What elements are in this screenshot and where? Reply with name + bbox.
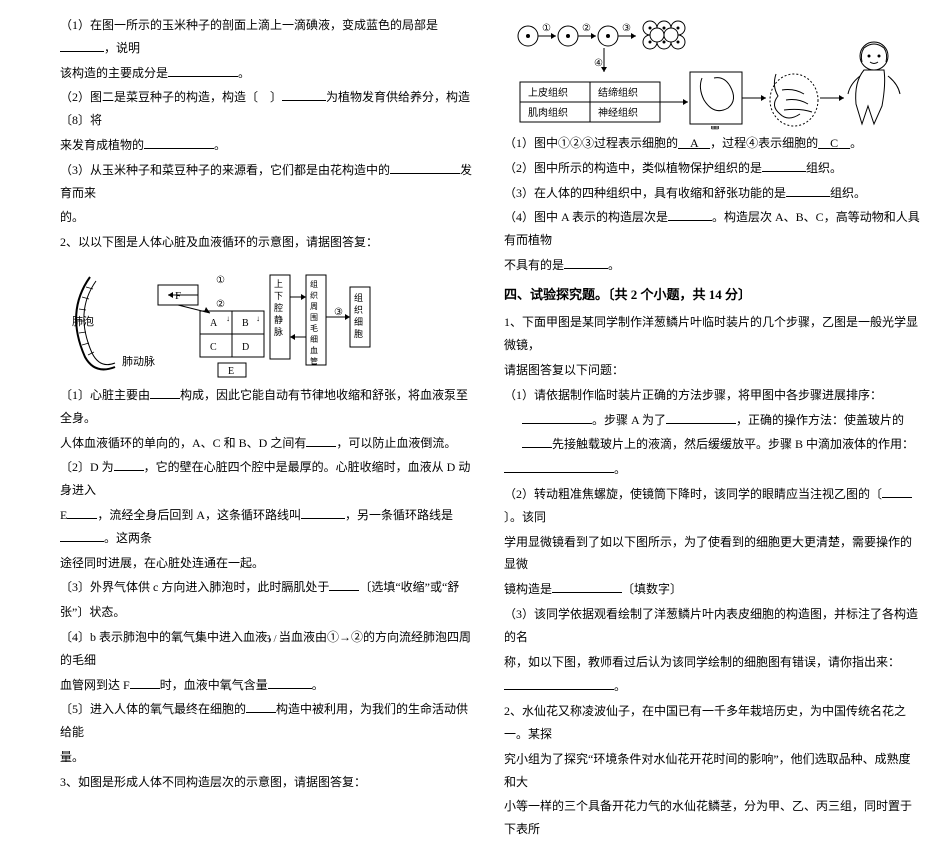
heart-svg: 肺泡 肺动脉 F A B C D ↓ ↓ E 上下	[60, 257, 390, 383]
svg-text:③: ③	[622, 23, 631, 34]
page: （1）在图一所示的玉米种子的剖面上滴上一滴碘液，变成蓝色的局部是，说明 该构造的…	[0, 0, 950, 658]
svg-text:②: ②	[216, 299, 225, 310]
r-q4b: 不具有的是。	[504, 254, 920, 277]
r-q1: （1）图中①②③过程表示细胞的 A ，过程④表示细胞的 C 。	[504, 132, 920, 155]
r2-q1-3: 先接触载玻片上的液滴，然后缓缓放平。步骤 B 中滴加液体的作用：	[504, 433, 920, 456]
box-F: F	[175, 290, 181, 302]
q1-2: （2）图二是菜豆种子的构造，构造〔 〕为植物发育供给养分，构造〔8〕将	[60, 86, 476, 132]
r2-q1-5: （2）转动粗准焦螺旋，使镜筒下降时，该同学的眼睛应当注视乙图的〔〕。该同	[504, 483, 920, 529]
svg-text:静: 静	[274, 314, 283, 325]
svg-text:D: D	[242, 342, 249, 353]
svg-text:③: ③	[334, 307, 343, 318]
q2-stem: 2、以以下图是人体心脏及血液循环的示意图，请据图答复：	[60, 231, 476, 254]
svg-text:围: 围	[310, 313, 318, 322]
section-4-title: 四、试验探究题。〔共 2 个小题，共 14 分〕	[504, 283, 920, 308]
r-q3: （3）在人体的四种组织中，具有收缩和舒张功能的是组织。	[504, 182, 920, 205]
svg-text:管: 管	[310, 356, 318, 366]
q1-3b: 的。	[60, 206, 476, 229]
label-lung: 肺泡	[72, 314, 94, 328]
svg-text:B: B	[242, 318, 249, 329]
q2-3: 〔3〕外界气体供 c 方向进入肺泡时，此时膈肌处于〔选填“收缩”或“舒	[60, 576, 476, 599]
q2-2: 〔2〕D 为，它的壁在心脏四个腔中是最厚的。心脏收缩时，血液从 D 动身进入	[60, 456, 476, 502]
svg-text:织: 织	[310, 290, 318, 300]
r2-q1-9: 称，如以下图，教师看过后认为该同学绘制的细胞图有错误，请你指出来：	[504, 651, 920, 674]
r2-q1-8: （3）该同学依据观看绘制了洋葱鳞片叶内表皮细胞的构造图，并标注了各构造的名	[504, 603, 920, 649]
svg-text:↓: ↓	[226, 314, 230, 323]
svg-text:织: 织	[354, 304, 363, 315]
q2-1b: 人体血液循环的单向的，A、C 和 B、D 之间有，可以防止血液倒流。	[60, 432, 476, 455]
svg-text:A: A	[210, 318, 218, 329]
heart-diagram: 肺泡 肺动脉 F A B C D ↓ ↓ E 上下	[60, 257, 476, 383]
tissue-diagram: ① ② ③ ④	[504, 14, 920, 130]
r2-q2-3: 小等一样的三个具备开花力气的水仙花鳞茎，分为甲、乙、丙三组，同时置于下表所	[504, 795, 920, 841]
page-footer: 3 / 5	[265, 629, 285, 650]
svg-text:腔: 腔	[274, 302, 283, 313]
r-q2: （2）图中所示的构造中，类似植物保护组织的是组织。	[504, 157, 920, 180]
r2-q1-2: 。步骤 A 为了，正确的操作方法：使盖玻片的	[504, 409, 920, 432]
r-q4: （4）图中 A 表示的构造层次是。构造层次 A、B、C，高等动物和人具有而植物	[504, 206, 920, 252]
q2-4b: 血管网到达 F时，血液中氧气含量。	[60, 674, 476, 697]
q1-3: （3）从玉米种子和菜豆种子的来源看，它们都是由花构造中的发育而来	[60, 159, 476, 205]
svg-text:下: 下	[274, 291, 283, 301]
svg-text:②: ②	[582, 23, 591, 34]
r2-q1: 1、下面甲图是某同学制作洋葱鳞片叶临时装片的几个步骤，乙图是一般光学显微镜，	[504, 311, 920, 357]
q2-3b: 张”〕状态。	[60, 601, 476, 624]
tissue-svg: ① ② ③ ④	[504, 14, 914, 130]
r2-q1b: 请据图答复以下问题：	[504, 359, 920, 382]
svg-text:↓: ↓	[256, 314, 260, 323]
r2-q1-4: 。	[504, 458, 920, 481]
q3-stem: 3、如图是形成人体不同构造层次的示意图，请据图答复：	[60, 771, 476, 794]
svg-text:E: E	[228, 366, 234, 377]
r2-q1-6: 学用显微镜看到了如以下图所示，为了使看到的细胞更大更清楚，需要操作的显微	[504, 531, 920, 577]
r2-q1-10: 。	[504, 675, 920, 698]
svg-text:毛: 毛	[310, 323, 318, 333]
svg-text:组: 组	[310, 279, 318, 289]
svg-text:脉: 脉	[274, 326, 283, 337]
q2-5: 〔5〕进入人体的氧气最终在细胞的构造中被利用，为我们的生命活动供给能	[60, 698, 476, 744]
svg-text:血: 血	[310, 345, 318, 355]
svg-text:胃: 胃	[710, 125, 720, 130]
svg-text:①: ①	[542, 23, 551, 34]
svg-text:C: C	[210, 342, 217, 353]
svg-text:细: 细	[310, 334, 318, 344]
q1-1: （1）在图一所示的玉米种子的剖面上滴上一滴碘液，变成蓝色的局部是，说明	[60, 14, 476, 60]
q2-2c: 途径同时进展，在心脏处连通在一起。	[60, 552, 476, 575]
q1-1b: 该构造的主要成分是。	[60, 62, 476, 85]
q2-2b: E，流经全身后回到 A，这条循环路线叫，另一条循环路线是。这两条	[60, 504, 476, 550]
svg-text:①: ①	[216, 275, 225, 286]
r2-q2-2: 究小组为了探究“环境条件对水仙花开花时间的影响”，他们选取品种、成熟度和大	[504, 748, 920, 794]
right-column: ① ② ③ ④	[490, 14, 920, 650]
svg-text:周: 周	[310, 302, 318, 311]
svg-text:上: 上	[274, 279, 283, 289]
r2-q1-1: （1）请依据制作临时装片正确的方法步骤，将甲图中各步骤进展排序：	[504, 384, 920, 407]
svg-text:结缔组织: 结缔组织	[598, 86, 638, 99]
r2-q1-7: 镜构造是〔填数字〕	[504, 578, 920, 601]
left-column: （1）在图一所示的玉米种子的剖面上滴上一滴碘液，变成蓝色的局部是，说明 该构造的…	[60, 14, 490, 650]
q2-5b: 量。	[60, 746, 476, 769]
label-pulm-artery: 肺动脉	[122, 354, 155, 368]
svg-text:细: 细	[354, 316, 363, 327]
q2-1: 〔1〕心脏主要由构成，因此它能自动有节律地收缩和舒张，将血液泵至全身。	[60, 384, 476, 430]
svg-text:上皮组织: 上皮组织	[528, 86, 568, 99]
svg-text:神经组织: 神经组织	[598, 106, 638, 119]
q1-2b: 来发育成植物的。	[60, 134, 476, 157]
svg-text:组: 组	[354, 292, 363, 303]
svg-text:胞: 胞	[354, 328, 363, 339]
r2-q2-1: 2、水仙花又称凌波仙子，在中国已有一千多年栽培历史，为中国传统名花之一。某探	[504, 700, 920, 746]
svg-text:肌肉组织: 肌肉组织	[528, 106, 568, 119]
